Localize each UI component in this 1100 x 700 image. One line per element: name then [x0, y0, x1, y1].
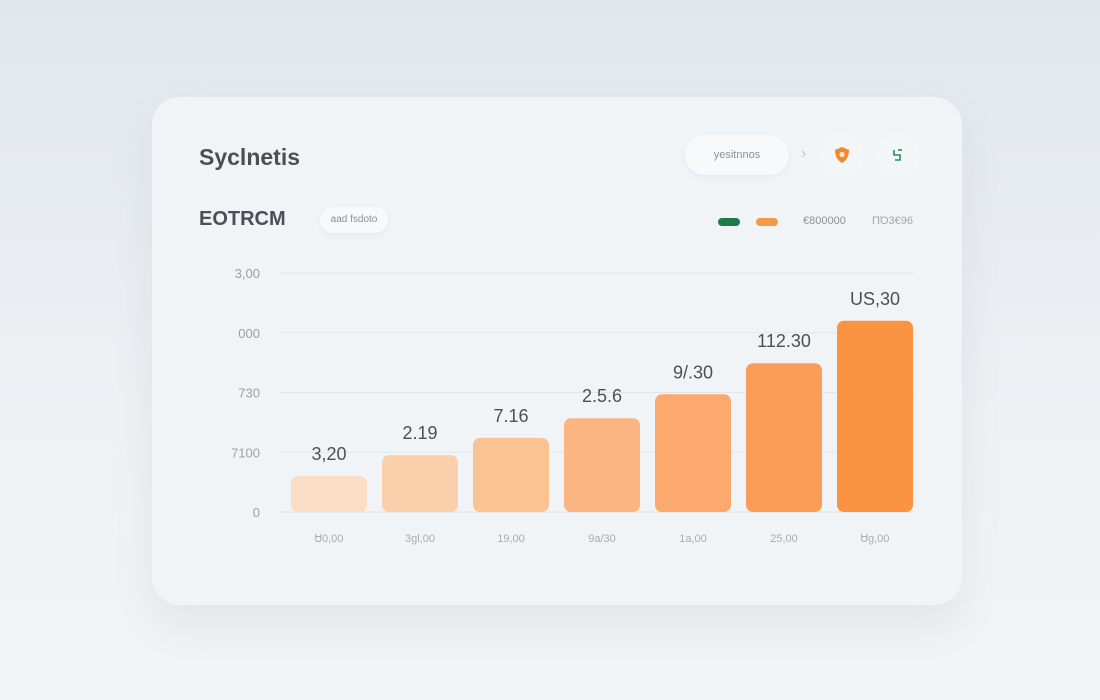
- x-tick-label: 9a/30: [588, 533, 616, 545]
- bar[interactable]: [564, 418, 640, 512]
- x-tick-label: Ꮜg,00: [861, 533, 890, 545]
- chart-card: Syclnetis yesitnnos › EOTRCM aad fsdoto …: [152, 97, 962, 605]
- y-tick-label: 7100: [231, 445, 260, 460]
- legend-text: €800000: [803, 215, 846, 227]
- range-selector[interactable]: yesitnnos: [685, 135, 789, 175]
- legend-swatch-orange: [756, 218, 778, 226]
- x-tick-label: 3gl,00: [405, 533, 435, 545]
- shield-icon: [835, 147, 849, 163]
- bar[interactable]: [291, 476, 367, 512]
- section-badge[interactable]: aad fsdoto: [320, 207, 388, 233]
- refresh-button[interactable]: [876, 133, 920, 177]
- data-label: 112.30: [757, 331, 811, 351]
- legend-swatch-green: [718, 218, 740, 226]
- data-label: 2.5.6: [582, 386, 622, 406]
- bar[interactable]: [473, 437, 549, 512]
- x-tick-label: Ꮜ0,00: [315, 533, 344, 545]
- data-label: 3,20: [311, 444, 346, 464]
- x-tick-label: 1a,00: [679, 533, 707, 545]
- bar[interactable]: [746, 363, 822, 512]
- data-label: 9/.30: [673, 362, 713, 382]
- section-title: EOTRCM: [199, 208, 286, 230]
- bar[interactable]: [837, 320, 913, 512]
- y-tick-label: 000: [238, 326, 260, 341]
- legend-text: ΠΌ3€96: [872, 215, 913, 227]
- x-tick-label: 19,00: [497, 533, 525, 545]
- y-tick-label: 3,00: [235, 266, 260, 281]
- page-title: Syclnetis: [199, 144, 300, 170]
- y-tick-label: 730: [238, 386, 260, 401]
- data-label: 7.16: [493, 406, 528, 426]
- bar[interactable]: [655, 394, 731, 512]
- data-label: US,30: [850, 289, 900, 309]
- chevron-right-icon[interactable]: ›: [801, 145, 807, 162]
- y-tick-label: 0: [253, 505, 260, 520]
- x-tick-label: 25,00: [770, 533, 798, 545]
- refresh-icon: [893, 149, 902, 161]
- data-label: 2.19: [402, 423, 437, 443]
- bar[interactable]: [382, 455, 458, 512]
- shield-button[interactable]: [820, 133, 864, 177]
